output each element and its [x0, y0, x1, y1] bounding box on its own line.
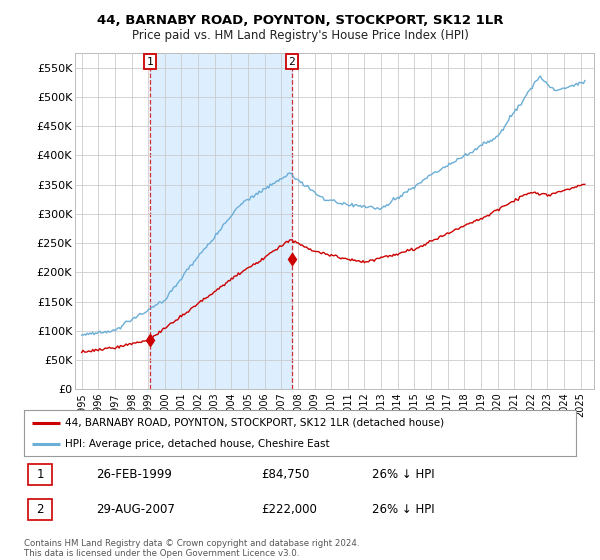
FancyBboxPatch shape: [28, 464, 52, 485]
Text: 2: 2: [289, 57, 295, 67]
Text: 1: 1: [147, 57, 154, 67]
Text: 1: 1: [36, 468, 44, 481]
Text: 44, BARNABY ROAD, POYNTON, STOCKPORT, SK12 1LR (detached house): 44, BARNABY ROAD, POYNTON, STOCKPORT, SK…: [65, 418, 445, 428]
Text: 26-FEB-1999: 26-FEB-1999: [96, 468, 172, 481]
FancyBboxPatch shape: [28, 499, 52, 520]
Text: 26% ↓ HPI: 26% ↓ HPI: [372, 503, 434, 516]
Text: 26% ↓ HPI: 26% ↓ HPI: [372, 468, 434, 481]
Text: Contains HM Land Registry data © Crown copyright and database right 2024.
This d: Contains HM Land Registry data © Crown c…: [24, 539, 359, 558]
Text: £222,000: £222,000: [262, 503, 317, 516]
Bar: [150, 53, 292, 389]
Text: 29-AUG-2007: 29-AUG-2007: [96, 503, 175, 516]
Text: Price paid vs. HM Land Registry's House Price Index (HPI): Price paid vs. HM Land Registry's House …: [131, 29, 469, 42]
Text: 44, BARNABY ROAD, POYNTON, STOCKPORT, SK12 1LR: 44, BARNABY ROAD, POYNTON, STOCKPORT, SK…: [97, 14, 503, 27]
Text: HPI: Average price, detached house, Cheshire East: HPI: Average price, detached house, Ches…: [65, 439, 330, 449]
Text: £84,750: £84,750: [262, 468, 310, 481]
Text: 2: 2: [36, 503, 44, 516]
